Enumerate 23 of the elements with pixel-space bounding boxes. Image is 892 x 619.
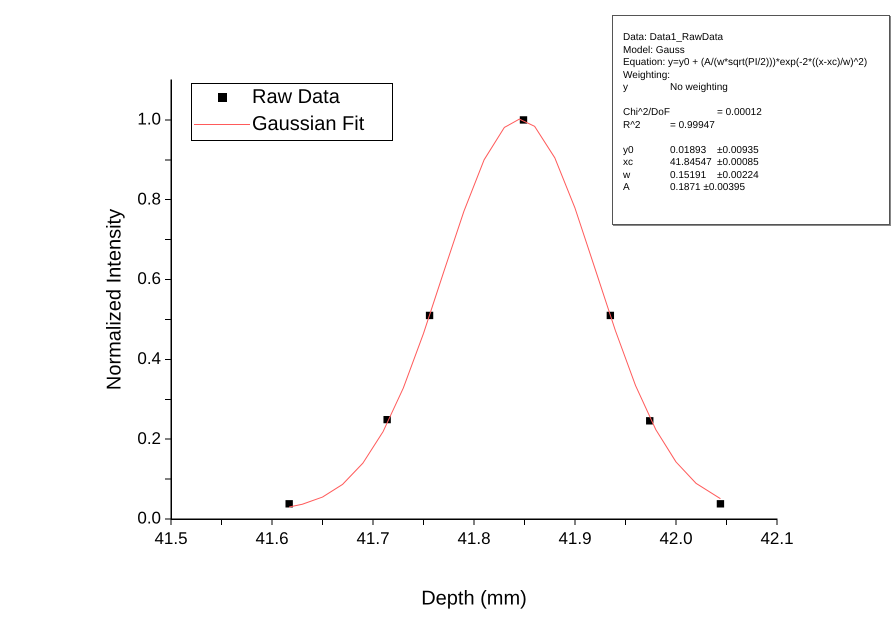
y-tick-label: 0.6 [137,269,161,288]
x-tick-label: 41.5 [154,528,188,548]
x-tick-label: 41.6 [255,528,289,548]
x-tick-label: 41.7 [356,528,390,548]
y-tick-label: 0.4 [137,349,161,368]
x-tick-label: 41.8 [457,528,491,548]
x-tick-label: 42.1 [760,528,794,548]
x-tick-label: 42.0 [659,528,693,548]
legend-label: Gaussian Fit [252,113,364,136]
point [716,500,724,508]
x-tick-label: 41.9 [558,528,592,548]
annotation: y0 0.01893 ±0.00935 xc 41.84547 ±0.00085 w 0.15191 ±0.00224 A 0.1871 ±0.00395 [623,144,760,194]
y-tick-label: 0.2 [137,428,161,448]
point [285,500,293,508]
y-tick-label: 0.8 [137,189,161,208]
y-tick-label: 1.0 [137,110,161,129]
annotation: Data: Data1_RawData Model: Gauss Equation: y=y0 + (A/(w*sqrt(PI/2)))*exp(-2*((x-xc)/w)^2) Weighting: y No weighting [623,32,868,94]
legend-label: Raw Data [252,86,340,109]
y-tick-label: 0.0 [137,508,161,528]
x-axis-title: Depth (mm) [421,588,527,610]
annotation: Chi^2/DoF = 0.00012 R^2 = 0.99947 [623,107,763,132]
y-axis-title: Normalized Intensity [104,208,126,390]
text-box: Data: Data1_RawData Model: Gauss Equation: y=y0 + (A/(w*sqrt(PI/2)))*exp(-2*((x-xc)/w)^2) Weighting: y No weighting Chi^2/DoF = 0.00012 R^2 = 0.99947 y0 0.01893 ±0.00935 xc 41.84547 ±0.00085 w 0.15191 ±0.00224 A 0.1871 ±0.00395 [612,15,890,225]
